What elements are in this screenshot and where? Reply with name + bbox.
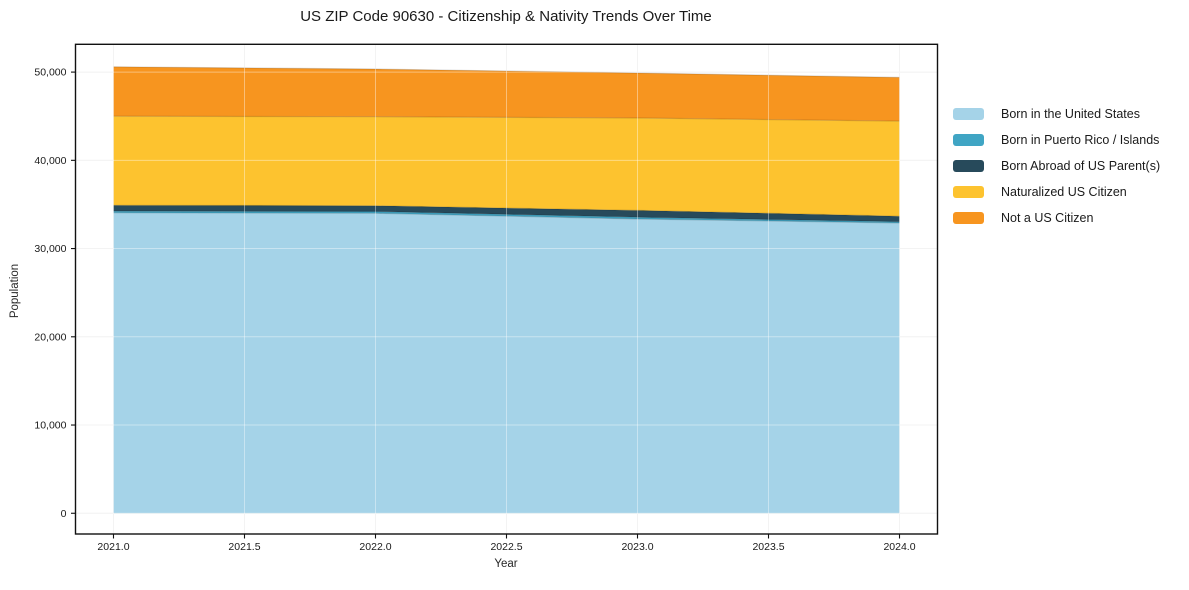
legend: Born in the United States Born in Puerto …	[953, 101, 1160, 231]
legend-label: Not a US Citizen	[1001, 211, 1094, 225]
y-tick-label: 40,000	[34, 155, 66, 167]
area-edge-born-in-the-united-states	[113, 212, 900, 224]
y-tick-label: 0	[61, 508, 67, 520]
area-naturalized-us-citizen	[113, 116, 900, 217]
y-tick-label: 20,000	[34, 331, 66, 343]
y-tick-label: 10,000	[34, 420, 66, 432]
legend-label: Born in Puerto Rico / Islands	[1001, 133, 1160, 147]
legend-swatch-icon	[953, 186, 984, 198]
x-tick-label: 2021.5	[228, 541, 260, 553]
area-born-in-puerto-rico-islands	[113, 211, 900, 223]
legend-swatch-icon	[953, 134, 984, 146]
y-tick-label: 50,000	[34, 67, 66, 79]
legend-item-born-in-the-united-states: Born in the United States	[953, 101, 1160, 127]
legend-label: Born in the United States	[1001, 107, 1140, 121]
area-not-a-us-citizen	[113, 66, 900, 122]
area-born-abroad-of-us-parent-s	[113, 205, 900, 222]
area-edge-not-a-us-citizen	[113, 66, 900, 78]
x-tick-label: 2021.0	[97, 541, 129, 553]
legend-swatch-icon	[953, 212, 984, 224]
legend-item-born-abroad-of-us-parent-s: Born Abroad of US Parent(s)	[953, 153, 1160, 179]
x-tick-label: 2022.5	[490, 541, 522, 553]
x-tick-label: 2023.5	[752, 541, 784, 553]
legend-swatch-icon	[953, 108, 984, 120]
x-tick-label: 2022.0	[359, 541, 391, 553]
x-axis-label: Year	[494, 558, 518, 570]
legend-swatch-icon	[953, 160, 984, 172]
legend-label: Naturalized US Citizen	[1001, 185, 1127, 199]
legend-label: Born Abroad of US Parent(s)	[1001, 159, 1161, 173]
area-edge-born-in-puerto-rico-islands	[113, 210, 900, 223]
area-edge-born-abroad-of-us-parent-s	[113, 204, 900, 217]
y-tick-label: 30,000	[34, 243, 66, 255]
area-born-in-the-united-states	[113, 212, 900, 514]
legend-item-born-in-puerto-rico-islands: Born in Puerto Rico / Islands	[953, 127, 1160, 153]
legend-item-naturalized-us-citizen: Naturalized US Citizen	[953, 179, 1160, 205]
area-edge-naturalized-us-citizen	[113, 115, 900, 122]
x-tick-label: 2023.0	[621, 541, 653, 553]
legend-item-not-a-us-citizen: Not a US Citizen	[953, 205, 1160, 231]
chart-title: US ZIP Code 90630 - Citizenship & Nativi…	[300, 8, 712, 25]
x-tick-label: 2024.0	[883, 541, 915, 553]
